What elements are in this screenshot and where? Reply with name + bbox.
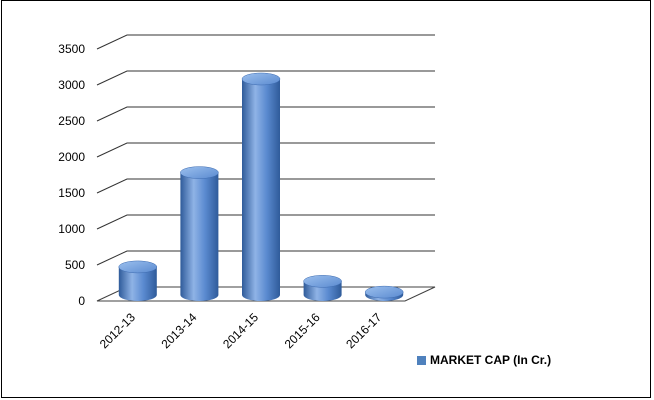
bar-cap xyxy=(180,166,219,179)
bar xyxy=(118,260,158,301)
bar-cap xyxy=(364,285,404,299)
y-tick-label: 500 xyxy=(65,258,85,272)
gridline xyxy=(96,106,435,122)
gridline xyxy=(96,214,435,230)
gridline xyxy=(96,250,435,266)
y-tick-label: 1500 xyxy=(58,186,85,200)
bar-body xyxy=(118,266,157,301)
y-tick-label: 2000 xyxy=(58,150,85,164)
x-tick-label: 2014-15 xyxy=(220,310,261,351)
legend: MARKET CAP (In Cr.) xyxy=(417,353,551,367)
bar xyxy=(303,275,342,301)
legend-swatch xyxy=(417,355,426,365)
bar-body xyxy=(242,79,280,301)
gridline xyxy=(96,70,435,86)
x-axis: 2012-13 2013-14 2014-15 2015-16 2016-17 xyxy=(97,310,385,351)
y-tick-label: 3500 xyxy=(58,42,85,56)
bar-cap xyxy=(303,275,342,288)
y-tick-label: 0 xyxy=(78,294,85,308)
x-tick-label: 2016-17 xyxy=(343,310,384,351)
gridline xyxy=(96,178,435,194)
y-tick-label: 2500 xyxy=(58,114,85,128)
bar xyxy=(180,166,219,301)
bar-cap xyxy=(118,260,158,274)
gridline xyxy=(96,34,435,50)
bar-body xyxy=(180,172,219,301)
legend-label: MARKET CAP (In Cr.) xyxy=(430,353,552,367)
bar xyxy=(364,285,404,301)
gridline xyxy=(96,142,435,158)
x-tick-label: 2015-16 xyxy=(282,310,323,351)
y-tick-label: 1000 xyxy=(58,222,85,236)
x-tick-label: 2012-13 xyxy=(97,310,138,351)
bar-cap xyxy=(241,72,281,86)
x-tick-label: 2013-14 xyxy=(158,310,199,351)
bars xyxy=(118,72,404,301)
y-axis: 0 500 1000 1500 2000 2500 3000 3500 xyxy=(58,42,85,308)
bar xyxy=(241,72,281,301)
y-tick-label: 3000 xyxy=(58,78,85,92)
